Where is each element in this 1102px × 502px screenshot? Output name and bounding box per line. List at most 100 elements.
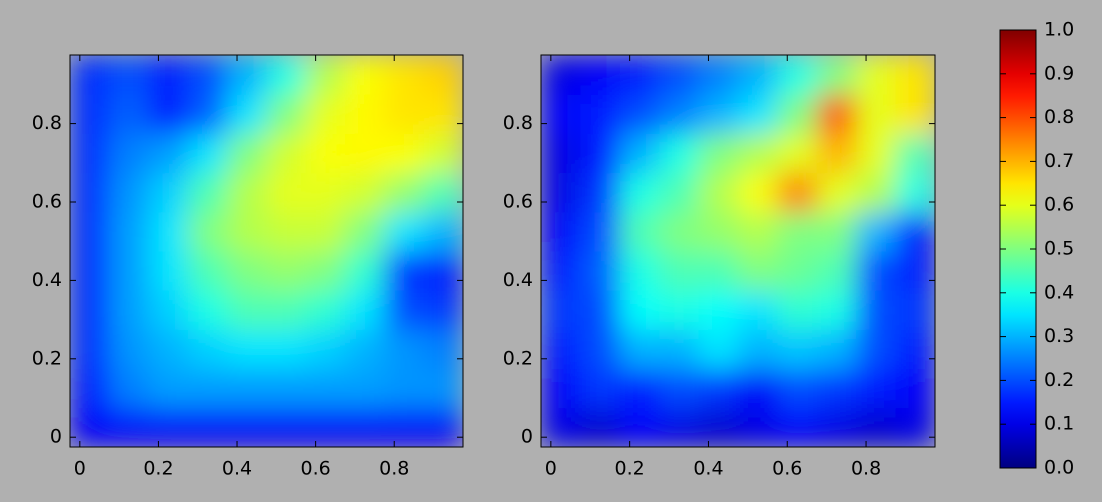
colorbar-tick-label: 0.8 <box>1044 106 1074 128</box>
cell <box>384 290 425 330</box>
cell <box>423 211 463 252</box>
cell <box>148 94 189 134</box>
x-tick-label: 0.2 <box>143 458 173 480</box>
y-tick-label: 0.2 <box>32 347 62 369</box>
cell <box>541 290 581 330</box>
cell <box>619 55 660 95</box>
cell <box>266 172 307 213</box>
y-tick-label: 0.2 <box>503 347 533 369</box>
colorbar-tick-label: 1.0 <box>1044 19 1074 41</box>
cell <box>738 133 778 174</box>
cell <box>698 251 739 291</box>
cell <box>580 55 621 95</box>
cell <box>227 329 267 370</box>
cell <box>816 407 857 447</box>
cell <box>659 251 700 291</box>
y-tick-label: 0.8 <box>503 112 533 134</box>
cell <box>856 172 897 213</box>
cell <box>70 55 110 95</box>
cell <box>148 133 189 174</box>
cell <box>423 368 463 409</box>
cell <box>305 55 346 95</box>
cell <box>423 407 463 447</box>
colorbar-tick-label: 0.4 <box>1044 281 1074 303</box>
cell <box>541 172 581 213</box>
cell <box>698 211 739 252</box>
cell <box>777 407 818 447</box>
cell <box>384 251 425 291</box>
cell <box>227 368 267 409</box>
cell <box>698 133 739 174</box>
cell <box>187 94 228 134</box>
cell <box>70 407 110 447</box>
x-tick-label: 0.2 <box>615 458 645 480</box>
cell <box>738 407 778 447</box>
cell <box>738 172 778 213</box>
cell <box>266 94 307 134</box>
cell <box>659 329 700 370</box>
cell <box>816 55 857 95</box>
cell <box>777 368 818 409</box>
cell <box>895 407 935 447</box>
cell <box>856 368 897 409</box>
cell <box>777 133 818 174</box>
cell <box>70 368 110 409</box>
cell <box>856 133 897 174</box>
cell <box>895 211 935 252</box>
cell <box>698 407 739 447</box>
x-tick-label: 0.8 <box>379 458 409 480</box>
cell <box>698 290 739 330</box>
cell <box>187 211 228 252</box>
cell <box>738 55 778 95</box>
cell <box>227 251 267 291</box>
cell <box>738 290 778 330</box>
heatmap <box>70 55 463 447</box>
cell <box>227 172 267 213</box>
cell <box>423 329 463 370</box>
cell <box>777 211 818 252</box>
cell <box>148 407 189 447</box>
cell <box>777 329 818 370</box>
cell <box>541 133 581 174</box>
cell <box>541 211 581 252</box>
cell <box>266 368 307 409</box>
cell <box>305 94 346 134</box>
cell <box>856 407 897 447</box>
cell <box>109 55 150 95</box>
y-tick-label: 0 <box>50 426 62 448</box>
cell <box>266 407 307 447</box>
cell <box>856 94 897 134</box>
cell <box>305 211 346 252</box>
cell <box>305 172 346 213</box>
cell <box>580 94 621 134</box>
cell <box>856 55 897 95</box>
cell <box>659 94 700 134</box>
cell <box>345 211 385 252</box>
cell <box>109 133 150 174</box>
cell <box>580 211 621 252</box>
axes-frame <box>540 54 936 448</box>
cell <box>895 290 935 330</box>
cell <box>541 251 581 291</box>
cell <box>305 329 346 370</box>
x-tick-label: 0 <box>545 458 557 480</box>
cell <box>384 133 425 174</box>
cell <box>659 407 700 447</box>
cell <box>187 368 228 409</box>
cell <box>423 133 463 174</box>
cell <box>659 211 700 252</box>
cell <box>895 55 935 95</box>
cell <box>109 211 150 252</box>
cell <box>619 211 660 252</box>
cell <box>305 368 346 409</box>
cell <box>70 211 110 252</box>
cell <box>816 368 857 409</box>
cell <box>109 329 150 370</box>
cell <box>305 251 346 291</box>
cell <box>345 55 385 95</box>
cell <box>541 329 581 370</box>
cell <box>187 251 228 291</box>
cell <box>541 368 581 409</box>
cell <box>738 94 778 134</box>
cell <box>777 94 818 134</box>
